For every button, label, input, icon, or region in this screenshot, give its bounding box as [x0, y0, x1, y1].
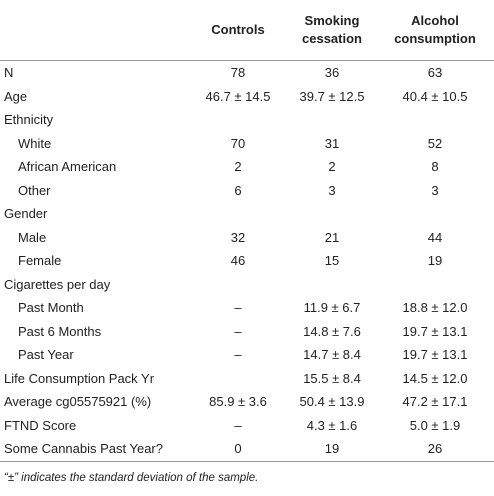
row-label: White	[18, 135, 52, 151]
cell: 44	[427, 229, 443, 245]
row-label: Male	[18, 229, 47, 245]
cell: 19	[427, 253, 443, 269]
cell: 19.7 ± 13.1	[402, 347, 468, 363]
cell: 26	[376, 437, 494, 462]
cell: 19	[288, 437, 376, 462]
cell: 14.8 ± 7.6	[303, 323, 361, 339]
row-label: Average cg05575921 (%)	[4, 394, 152, 410]
cell	[288, 202, 376, 226]
table-row: Other 6 3 3	[0, 179, 494, 203]
row-label: Gender	[4, 206, 48, 222]
cell: 2	[234, 159, 242, 175]
data-table: Controls Smoking cessation Alcohol consu…	[0, 0, 494, 462]
cell: –	[234, 417, 242, 433]
row-label: African American	[18, 159, 117, 175]
cell: 14.5 ± 12.0	[402, 370, 468, 386]
header-row: Controls Smoking cessation Alcohol consu…	[0, 0, 494, 61]
cell	[188, 367, 288, 391]
cell: 40.4 ± 10.5	[402, 88, 468, 104]
row-label: Cigarettes per day	[4, 276, 111, 292]
cell: 18.8 ± 12.0	[402, 300, 468, 316]
footnote: “±” indicates the standard deviation of …	[4, 471, 259, 484]
cell: 21	[324, 229, 340, 245]
column-header: Controls	[188, 0, 288, 61]
row-label: Life Consumption Pack Yr	[4, 370, 155, 386]
cell: 19.7 ± 13.1	[402, 323, 468, 339]
cell: –	[234, 300, 242, 316]
cell: 4.3 ± 1.6	[306, 417, 358, 433]
row-label: Ethnicity	[4, 112, 54, 128]
cell	[188, 202, 288, 226]
column-header: Smoking cessation	[288, 0, 376, 61]
row-label: Some Cannabis Past Year?	[0, 437, 188, 462]
cell: 14.7 ± 8.4	[303, 347, 361, 363]
cell: 36	[324, 65, 340, 81]
cell: 11.9 ± 6.7	[303, 300, 361, 316]
table-row: Life Consumption Pack Yr 15.5 ± 8.4 14.5 ±…	[0, 367, 494, 391]
cell: 15	[324, 253, 340, 269]
table-row: Age 46.7 ± 14.5 39.7 ± 12.5 40.4 ± 10.5	[0, 85, 494, 109]
cell: 6	[234, 182, 242, 198]
cell	[288, 108, 376, 132]
cell: 32	[230, 229, 246, 245]
corner	[0, 0, 188, 61]
table-row: N 78 36 63	[0, 61, 494, 85]
cell: 39.7 ± 12.5	[299, 88, 365, 104]
table-row: Ethnicity	[0, 108, 494, 132]
table-row: Cigarettes per day	[0, 273, 494, 297]
cell: 85.9 ± 3.6	[209, 394, 267, 410]
cell: 46	[230, 253, 246, 269]
cell: 3	[328, 182, 336, 198]
cell	[188, 108, 288, 132]
row-label: Past 6 Months	[18, 323, 102, 339]
row-label: Past Year	[18, 347, 74, 363]
row-label: Other	[18, 182, 51, 198]
table-row: Past Month – 11.9 ± 6.7 18.8 ± 12.0	[0, 296, 494, 320]
cell: 63	[427, 65, 443, 81]
column-header: Alcohol consumption	[376, 0, 494, 61]
cell: 5.0 ± 1.9	[409, 417, 461, 433]
table-row: Some Cannabis Past Year? 0 19 26	[0, 437, 494, 462]
cell: 78	[230, 65, 246, 81]
cell: 46.7 ± 14.5	[205, 88, 271, 104]
cell	[188, 273, 288, 297]
row-label: Age	[4, 88, 28, 104]
table-row: African American 2 2 8	[0, 155, 494, 179]
cell: 70	[230, 135, 246, 151]
table-row: Female 46 15 19	[0, 249, 494, 273]
cell: –	[234, 347, 242, 363]
row-label: FTND Score	[4, 417, 77, 433]
cell	[288, 273, 376, 297]
row-label: Past Month	[18, 300, 84, 316]
cell: 50.4 ± 13.9	[299, 394, 365, 410]
cell: 3	[431, 182, 439, 198]
cell: –	[234, 323, 242, 339]
cell: 0	[188, 437, 288, 462]
cell: 15.5 ± 8.4	[303, 370, 361, 386]
table-row: FTND Score – 4.3 ± 1.6 5.0 ± 1.9	[0, 414, 494, 438]
cell	[376, 202, 494, 226]
table-row: Gender	[0, 202, 494, 226]
row-label: N	[4, 65, 14, 81]
cell: 47.2 ± 17.1	[402, 394, 468, 410]
table-row: Male 32 21 44	[0, 226, 494, 250]
table-row: Past Year – 14.7 ± 8.4 19.7 ± 13.1	[0, 343, 494, 367]
row-label: Female	[18, 253, 62, 269]
table-row: Average cg05575921 (%) 85.9 ± 3.6 50.4 ± 1…	[0, 390, 494, 414]
cell: 31	[324, 135, 340, 151]
table-row: Past 6 Months – 14.8 ± 7.6 19.7 ± 13.1	[0, 320, 494, 344]
cell	[376, 273, 494, 297]
cell: 8	[431, 159, 439, 175]
cell: 2	[328, 159, 336, 175]
cell	[376, 108, 494, 132]
table-row: White 70 31 52	[0, 132, 494, 156]
cell: 52	[427, 135, 443, 151]
